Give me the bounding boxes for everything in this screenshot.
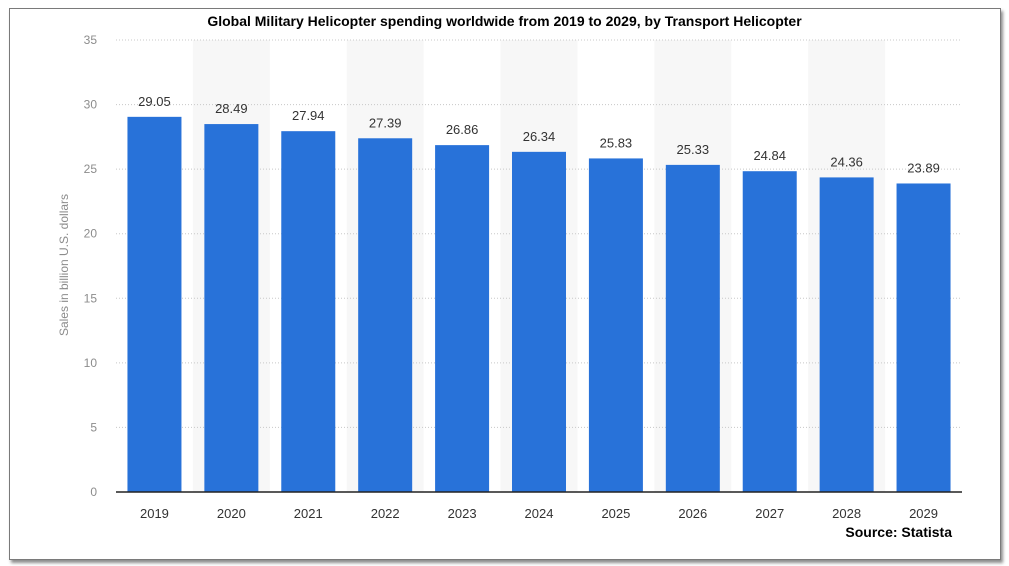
y-tick-label: 30 (84, 98, 98, 112)
bar-value-label: 26.34 (523, 129, 556, 144)
bar (742, 171, 797, 492)
x-tick-label: 2023 (448, 506, 477, 521)
chart-title: Global Military Helicopter spending worl… (207, 13, 802, 29)
bar-value-label: 24.84 (753, 148, 786, 163)
x-tick-label: 2028 (832, 506, 861, 521)
bar (435, 145, 490, 492)
x-tick-label: 2021 (294, 506, 323, 521)
bar-value-label: 27.39 (369, 115, 402, 130)
bar (281, 131, 336, 492)
bar (204, 124, 259, 493)
bar-value-label: 29.05 (138, 94, 171, 109)
y-tick-label: 10 (84, 356, 98, 370)
value-labels: 29.05 28.49 27.94 27.39 26.86 26.34 25.83 25.33… (138, 94, 940, 176)
bar (512, 151, 566, 492)
x-tick-label: 2019 (140, 506, 169, 521)
bar-value-label: 25.83 (600, 135, 633, 150)
bar (819, 177, 874, 492)
y-tick-label: 35 (84, 33, 98, 47)
x-tick-label: 2025 (601, 506, 630, 521)
source-note: Source: Statista (845, 524, 952, 540)
bar (588, 158, 643, 492)
x-tick-label: 2029 (909, 506, 938, 521)
bar (127, 116, 182, 492)
y-tick-label: 20 (84, 227, 98, 241)
x-tick-label: 2020 (217, 506, 246, 521)
y-tick-label: 15 (84, 291, 98, 305)
y-axis-label: Sales in billion U.S. dollars (57, 194, 71, 336)
y-tick-labels: 0 5 10 15 20 25 30 35 (84, 33, 98, 499)
x-tick-label: 2027 (755, 506, 784, 521)
bar-value-label: 26.86 (446, 122, 479, 137)
y-tick-label: 0 (90, 485, 97, 499)
x-tick-label: 2024 (525, 506, 554, 521)
bar-value-label: 27.94 (292, 108, 325, 123)
bar (896, 183, 951, 492)
bar-value-label: 24.36 (830, 154, 863, 169)
bar-value-label: 25.33 (677, 142, 710, 157)
x-tick-label: 2026 (678, 506, 707, 521)
bars (127, 116, 951, 493)
x-tick-labels: 2019 2020 2021 2022 2023 2024 2025 2026 2027 2028… (140, 506, 938, 521)
bar-value-label: 23.89 (907, 160, 940, 175)
y-tick-label: 25 (84, 162, 98, 176)
bar (665, 164, 720, 492)
x-tick-label: 2022 (371, 506, 400, 521)
y-tick-label: 5 (90, 420, 97, 434)
bar (358, 138, 413, 492)
bar-value-label: 28.49 (215, 101, 248, 116)
